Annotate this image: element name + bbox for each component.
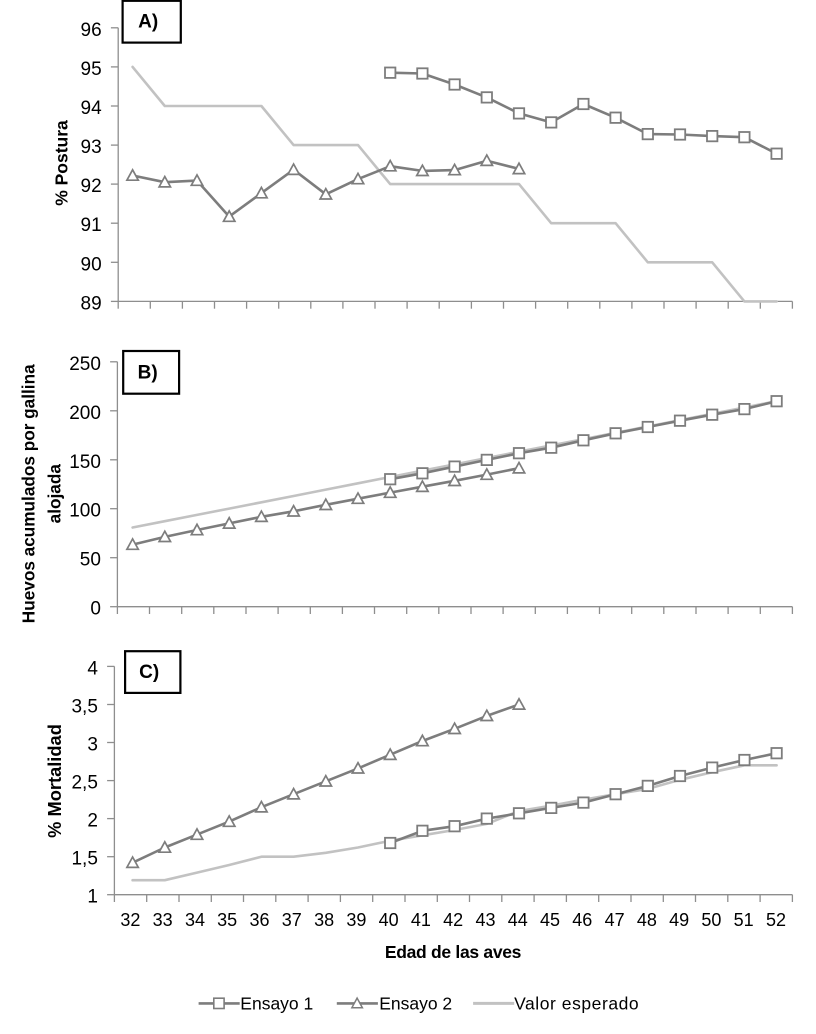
svg-text:50: 50	[80, 550, 101, 571]
svg-text:41: 41	[411, 910, 431, 930]
svg-text:90: 90	[81, 254, 102, 275]
svg-text:33: 33	[153, 910, 173, 930]
svg-text:48: 48	[637, 910, 657, 930]
svg-text:95: 95	[81, 59, 102, 80]
svg-text:38: 38	[314, 910, 334, 930]
svg-text:39: 39	[346, 910, 366, 930]
svg-text:% Postura: % Postura	[52, 120, 72, 206]
svg-text:100: 100	[69, 501, 101, 522]
svg-text:92: 92	[81, 176, 102, 197]
svg-text:Edad de las aves: Edad de las aves	[385, 942, 522, 962]
svg-text:45: 45	[540, 910, 560, 930]
svg-text:Ensayo 2: Ensayo 2	[379, 994, 452, 1014]
svg-text:50: 50	[701, 910, 721, 930]
svg-text:52: 52	[766, 910, 786, 930]
svg-text:37: 37	[282, 910, 302, 930]
svg-text:1: 1	[87, 887, 98, 908]
svg-text:40: 40	[379, 910, 399, 930]
svg-text:51: 51	[734, 910, 754, 930]
svg-text:200: 200	[69, 403, 101, 424]
svg-text:2: 2	[87, 811, 98, 832]
svg-text:3,5: 3,5	[71, 696, 97, 717]
svg-text:B): B)	[138, 362, 158, 383]
svg-text:32: 32	[120, 910, 140, 930]
svg-text:91: 91	[81, 215, 102, 236]
svg-text:Huevos acumulados por gallina: Huevos acumulados por gallina	[18, 364, 38, 623]
svg-text:42: 42	[443, 910, 463, 930]
svg-text:43: 43	[475, 910, 495, 930]
svg-text:35: 35	[217, 910, 237, 930]
svg-text:49: 49	[669, 910, 689, 930]
svg-text:C): C)	[139, 662, 159, 683]
svg-text:46: 46	[572, 910, 592, 930]
svg-text:47: 47	[605, 910, 625, 930]
svg-text:150: 150	[69, 452, 101, 473]
svg-text:34: 34	[185, 910, 205, 930]
svg-text:44: 44	[508, 910, 528, 930]
svg-text:1,5: 1,5	[71, 849, 97, 870]
svg-text:93: 93	[81, 137, 102, 158]
svg-text:3: 3	[87, 734, 98, 755]
svg-text:Valor esperado: Valor esperado	[514, 994, 639, 1014]
svg-text:2,5: 2,5	[71, 773, 97, 794]
svg-text:% Mortalidad: % Mortalidad	[44, 724, 65, 838]
svg-text:A): A)	[138, 12, 158, 33]
svg-text:250: 250	[69, 354, 101, 375]
svg-text:alojada: alojada	[44, 464, 64, 524]
svg-text:89: 89	[81, 293, 102, 314]
svg-text:0: 0	[90, 599, 101, 620]
svg-text:4: 4	[87, 658, 98, 679]
svg-text:Ensayo 1: Ensayo 1	[240, 994, 313, 1014]
svg-text:96: 96	[81, 20, 102, 41]
svg-text:36: 36	[249, 910, 269, 930]
svg-text:94: 94	[81, 98, 103, 119]
